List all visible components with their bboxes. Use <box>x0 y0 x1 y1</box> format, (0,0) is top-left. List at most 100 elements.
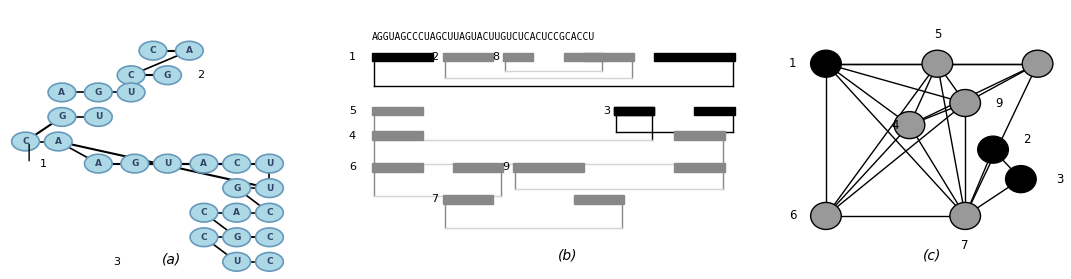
Circle shape <box>978 136 1009 163</box>
Bar <box>694 107 735 115</box>
Text: U: U <box>164 159 171 168</box>
Circle shape <box>48 83 76 102</box>
Circle shape <box>256 252 284 271</box>
Text: U: U <box>94 112 102 121</box>
Text: 7: 7 <box>962 239 969 252</box>
Text: 1: 1 <box>41 158 47 169</box>
Circle shape <box>85 83 112 102</box>
Bar <box>453 163 503 172</box>
Text: 3: 3 <box>114 257 120 267</box>
Circle shape <box>153 66 181 85</box>
Circle shape <box>48 108 76 126</box>
Text: 6: 6 <box>788 210 797 222</box>
Text: G: G <box>94 88 102 97</box>
Text: G: G <box>58 112 65 121</box>
Bar <box>675 131 725 140</box>
Bar <box>513 163 584 172</box>
Circle shape <box>950 90 981 117</box>
Circle shape <box>811 203 842 229</box>
Circle shape <box>922 50 953 77</box>
Text: A: A <box>55 137 62 146</box>
Circle shape <box>44 132 72 151</box>
Circle shape <box>256 228 284 247</box>
Circle shape <box>256 154 284 173</box>
Text: 2: 2 <box>432 52 439 62</box>
Circle shape <box>117 66 145 85</box>
Text: (c): (c) <box>922 248 941 262</box>
Text: U: U <box>233 257 240 266</box>
Text: C: C <box>22 137 29 146</box>
Text: C: C <box>267 257 273 266</box>
Text: 9: 9 <box>995 97 1002 109</box>
Text: G: G <box>164 71 171 80</box>
Text: A: A <box>233 208 240 217</box>
Bar <box>373 107 423 115</box>
Circle shape <box>190 154 217 173</box>
Circle shape <box>811 50 842 77</box>
Circle shape <box>85 154 112 173</box>
Text: G: G <box>233 233 240 242</box>
Text: 8: 8 <box>492 52 499 62</box>
Text: 6: 6 <box>349 162 356 172</box>
Bar <box>373 53 433 61</box>
Circle shape <box>153 154 181 173</box>
Text: A: A <box>95 159 102 168</box>
Text: 3: 3 <box>603 106 609 116</box>
Text: 1: 1 <box>788 57 797 70</box>
Circle shape <box>176 41 203 60</box>
Circle shape <box>1006 166 1037 193</box>
Circle shape <box>894 112 925 139</box>
Text: U: U <box>266 184 273 193</box>
Bar <box>563 53 604 61</box>
Text: 5: 5 <box>349 106 356 116</box>
Text: (a): (a) <box>162 252 181 266</box>
Text: (b): (b) <box>558 248 577 262</box>
Text: 2: 2 <box>197 70 203 80</box>
Text: G: G <box>131 159 138 168</box>
Circle shape <box>223 154 251 173</box>
Text: 3: 3 <box>1056 173 1064 186</box>
Text: A: A <box>200 159 208 168</box>
Bar <box>442 53 493 61</box>
Text: A: A <box>186 46 193 55</box>
Text: G: G <box>233 184 240 193</box>
Text: U: U <box>266 159 273 168</box>
Text: 2: 2 <box>1023 133 1030 146</box>
Text: A: A <box>59 88 65 97</box>
Circle shape <box>950 203 981 229</box>
Circle shape <box>85 108 112 126</box>
Circle shape <box>223 228 251 247</box>
Circle shape <box>256 203 284 222</box>
Circle shape <box>117 83 145 102</box>
Text: 7: 7 <box>432 194 439 205</box>
Bar <box>503 53 533 61</box>
Bar <box>675 163 725 172</box>
Bar <box>373 131 423 140</box>
Text: C: C <box>127 71 134 80</box>
Text: C: C <box>200 233 207 242</box>
Text: 5: 5 <box>934 28 941 41</box>
Circle shape <box>190 203 217 222</box>
Circle shape <box>1023 50 1053 77</box>
Text: 4: 4 <box>349 131 356 141</box>
Circle shape <box>190 228 217 247</box>
Text: C: C <box>150 46 156 55</box>
Bar <box>614 107 654 115</box>
Text: 1: 1 <box>349 52 356 62</box>
Circle shape <box>223 203 251 222</box>
Circle shape <box>12 132 40 151</box>
Bar <box>654 53 735 61</box>
Text: 4: 4 <box>892 119 900 132</box>
Circle shape <box>223 179 251 198</box>
Circle shape <box>121 154 149 173</box>
Circle shape <box>223 252 251 271</box>
Text: C: C <box>267 233 273 242</box>
Bar <box>574 195 624 204</box>
Bar <box>614 107 654 115</box>
Bar <box>442 195 493 204</box>
Text: C: C <box>200 208 207 217</box>
Bar <box>584 53 634 61</box>
Text: C: C <box>233 159 240 168</box>
Bar <box>373 163 423 172</box>
Circle shape <box>139 41 167 60</box>
